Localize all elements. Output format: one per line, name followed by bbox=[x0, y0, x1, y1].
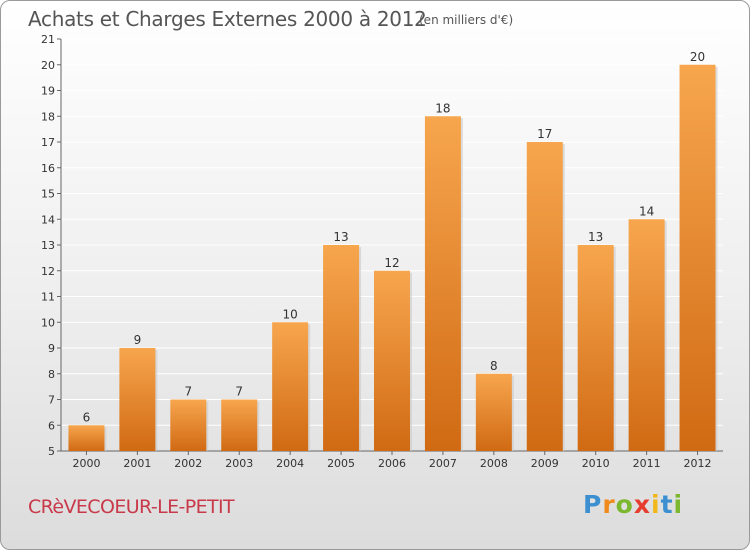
y-tick-label: 17 bbox=[41, 136, 55, 149]
y-tick-label: 5 bbox=[48, 445, 55, 458]
data-label: 13 bbox=[588, 230, 603, 244]
bar bbox=[374, 270, 410, 451]
y-tick-labels: 5 6 7 8 9 10 11 12 13 14 15 16 17 18 19 20 21 bbox=[41, 33, 55, 458]
y-tick-label: 20 bbox=[41, 59, 55, 72]
data-label: 7 bbox=[235, 385, 243, 399]
data-label: 20 bbox=[690, 50, 705, 64]
x-tick-label: 2008 bbox=[480, 457, 508, 470]
bar bbox=[221, 399, 258, 451]
x-tick-label: 2009 bbox=[531, 457, 559, 470]
data-labels: 6 9 7 7 10 13 12 18 8 17 13 14 20 bbox=[83, 50, 706, 425]
y-tick-label: 9 bbox=[48, 342, 55, 355]
data-label: 9 bbox=[134, 333, 142, 347]
data-label: 13 bbox=[333, 230, 348, 244]
bar bbox=[170, 399, 207, 451]
y-tick-label: 19 bbox=[41, 85, 55, 98]
bar bbox=[424, 116, 461, 451]
y-tick-label: 8 bbox=[48, 368, 55, 381]
bar bbox=[475, 373, 512, 451]
chart-unit-note: (en milliers d'€) bbox=[419, 13, 514, 27]
y-tick-label: 16 bbox=[41, 162, 55, 175]
chart-title: Achats et Charges Externes 2000 à 2012 bbox=[28, 7, 427, 31]
x-tick-label: 2001 bbox=[123, 457, 151, 470]
data-label: 7 bbox=[184, 385, 192, 399]
commune-name: CRèVECOEUR-LE-PETIT bbox=[28, 496, 235, 518]
proxiti-logo: Proxiti bbox=[583, 490, 683, 519]
x-tick-labels: 2000 2001 2002 2003 2004 2005 2006 2007 2008 2009… bbox=[72, 451, 712, 470]
y-tick-label: 14 bbox=[41, 213, 55, 226]
y-tick-label: 11 bbox=[41, 291, 55, 304]
bar bbox=[526, 142, 563, 451]
x-tick-label: 2003 bbox=[225, 457, 253, 470]
x-tick-label: 2006 bbox=[378, 457, 406, 470]
bar bbox=[577, 245, 614, 451]
data-label: 12 bbox=[384, 256, 399, 270]
logo-letter: r bbox=[602, 490, 616, 519]
logo-letter: t bbox=[660, 490, 674, 519]
bars bbox=[68, 64, 718, 451]
y-tick-label: 10 bbox=[41, 316, 55, 329]
data-label: 8 bbox=[490, 359, 498, 373]
x-tick-label: 2007 bbox=[429, 457, 457, 470]
x-tick-label: 2005 bbox=[327, 457, 355, 470]
x-tick-label: 2011 bbox=[633, 457, 661, 470]
bar bbox=[628, 219, 665, 451]
bar bbox=[323, 245, 360, 451]
data-label: 17 bbox=[537, 127, 552, 141]
y-tick-label: 12 bbox=[41, 265, 55, 278]
bar bbox=[272, 322, 309, 451]
y-tick-label: 18 bbox=[41, 110, 55, 123]
logo-letter: i bbox=[651, 490, 661, 519]
logo-letter: P bbox=[583, 490, 603, 519]
bar bbox=[679, 64, 716, 451]
x-tick-label: 2010 bbox=[582, 457, 610, 470]
x-tick-label: 2012 bbox=[684, 457, 712, 470]
y-tick-label: 7 bbox=[48, 394, 55, 407]
y-tick-label: 6 bbox=[48, 419, 55, 432]
logo-letter: o bbox=[615, 490, 634, 519]
x-tick-label: 2004 bbox=[276, 457, 304, 470]
data-label: 6 bbox=[83, 410, 91, 424]
y-tick-label: 13 bbox=[41, 239, 55, 252]
x-tick-label: 2000 bbox=[72, 457, 100, 470]
y-tick-label: 15 bbox=[41, 188, 55, 201]
bar bbox=[68, 425, 105, 451]
bar bbox=[119, 348, 156, 451]
logo-letter: x bbox=[633, 490, 651, 519]
logo-letter: i bbox=[673, 490, 684, 519]
x-tick-label: 2002 bbox=[174, 457, 202, 470]
data-label: 10 bbox=[283, 307, 298, 321]
data-label: 18 bbox=[435, 101, 450, 115]
y-tick-label: 21 bbox=[41, 33, 55, 46]
data-label: 14 bbox=[639, 204, 654, 218]
